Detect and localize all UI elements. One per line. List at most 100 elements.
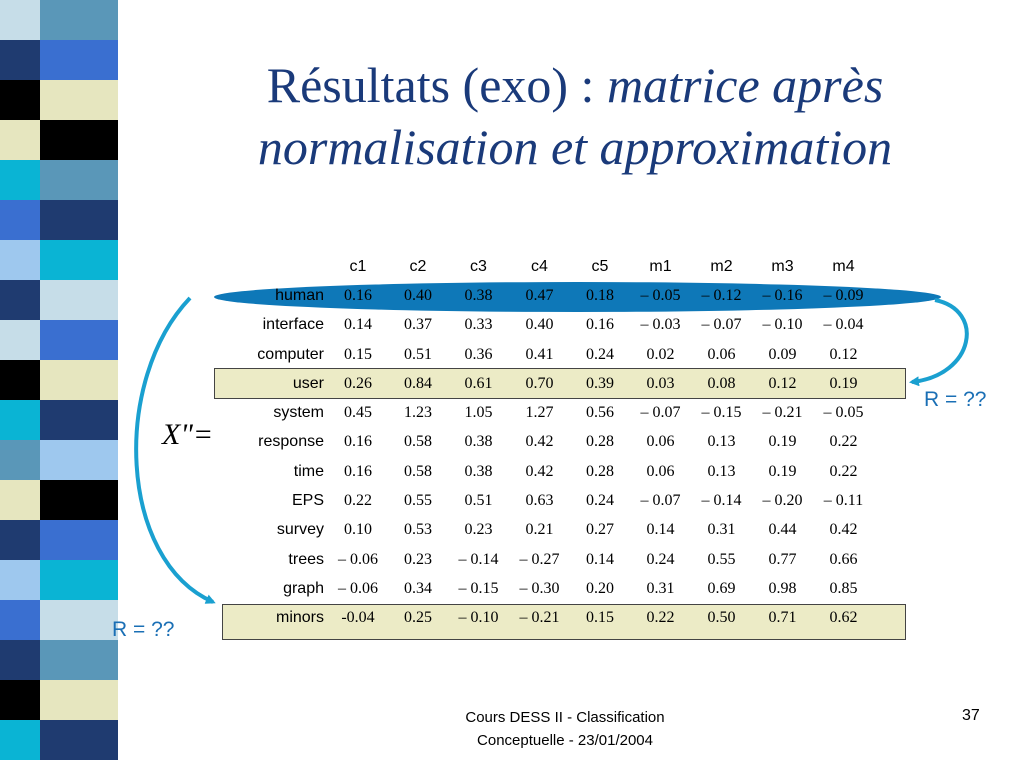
matrix-cell: 0.58 xyxy=(404,462,432,480)
column-header: m3 xyxy=(771,257,794,275)
matrix-cell: 0.16 xyxy=(344,433,372,451)
corner-cell xyxy=(226,252,328,281)
stripe-block xyxy=(40,80,118,120)
row-label: interface xyxy=(262,316,324,334)
table-row-graph: graph – 0.06 0.34 – 0.15 – 0.30 0.20 0.31 0.69 0… xyxy=(226,574,874,603)
arrow-right-icon xyxy=(909,298,969,387)
matrix-cell: 0.66 xyxy=(829,550,858,568)
matrix-cell: 0.45 xyxy=(344,404,372,422)
stripe-block xyxy=(0,240,40,280)
row-label: human xyxy=(275,286,324,304)
matrix-cell: – 0.21 xyxy=(762,404,803,422)
matrix-cell: 0.02 xyxy=(646,345,675,363)
matrix-cell: 0.63 xyxy=(525,492,554,510)
matrix-cell: 0.55 xyxy=(707,550,736,568)
matrix-cell: 0.28 xyxy=(586,462,614,480)
stripe-block xyxy=(0,320,40,360)
column-header: m1 xyxy=(649,257,672,275)
matrix-cell: 0.08 xyxy=(707,374,736,392)
matrix-cell: 0.53 xyxy=(404,521,432,539)
column-header: c1 xyxy=(349,257,367,275)
stripe-block xyxy=(40,400,118,440)
stripe-block xyxy=(0,0,40,40)
matrix-cell: – 0.11 xyxy=(823,492,864,510)
column-header: c5 xyxy=(591,257,609,275)
matrix-cell: 0.58 xyxy=(404,433,432,451)
column-header: m2 xyxy=(710,257,733,275)
matrix-cell: 0.22 xyxy=(829,433,858,451)
stripe-block xyxy=(40,720,118,760)
matrix-cell: 0.71 xyxy=(768,609,797,627)
matrix-cell: – 0.05 xyxy=(823,404,864,422)
stripe-block xyxy=(40,280,118,320)
matrix-cell: 0.40 xyxy=(525,316,554,334)
stripe-block xyxy=(0,480,40,520)
stripe-block xyxy=(40,480,118,520)
matrix-cell: 0.06 xyxy=(707,345,736,363)
table-row-user: user 0.26 0.84 0.61 0.70 0.39 0.03 0.08 0.12 0.19 xyxy=(226,369,874,398)
stripe-block xyxy=(0,560,40,600)
matrix-cell: 0.13 xyxy=(707,433,736,451)
matrix-cell: 0.47 xyxy=(525,286,554,304)
matrix-cell: 0.25 xyxy=(404,609,432,627)
matrix-cell: 0.85 xyxy=(829,579,858,597)
matrix-cell: 0.16 xyxy=(586,316,614,334)
row-highlight-user xyxy=(214,368,906,399)
matrix-cell: – 0.27 xyxy=(519,550,560,568)
stripe-block xyxy=(40,440,118,480)
matrix-cell: 1.23 xyxy=(404,404,432,422)
matrix-cell: – 0.05 xyxy=(640,286,681,304)
matrix-cell: – 0.06 xyxy=(338,550,378,568)
footer-caption: Cours DESS II - Classification Conceptue… xyxy=(390,706,740,752)
stripe-block xyxy=(0,280,40,320)
stripe-block xyxy=(40,520,118,560)
table-row-trees: trees – 0.06 0.23 – 0.14 – 0.27 0.14 0.24 0.55 0… xyxy=(226,545,874,574)
row-label: user xyxy=(292,374,324,392)
stripe-block xyxy=(0,120,40,160)
matrix-cell: 0.26 xyxy=(344,374,372,392)
table-row-eps: EPS 0.22 0.55 0.51 0.63 0.24 – 0.07 – 0.14 – 0.2… xyxy=(226,486,874,515)
stripe-block xyxy=(0,80,40,120)
matrix-cell: 0.22 xyxy=(829,462,858,480)
matrix-cell: 0.34 xyxy=(404,579,432,597)
matrix-cell: – 0.04 xyxy=(823,316,864,334)
matrix-cell: 0.51 xyxy=(464,492,493,510)
footer-line1: Cours DESS II - Classification xyxy=(465,709,665,726)
matrix-cell: – 0.16 xyxy=(762,286,803,304)
matrix-cell: 0.16 xyxy=(344,286,372,304)
matrix-cell: 0.06 xyxy=(646,433,675,451)
matrix-cell: 0.09 xyxy=(768,345,797,363)
matrix-cell: 0.18 xyxy=(586,286,614,304)
matrix-cell: 0.37 xyxy=(404,316,432,334)
title-italic-line2: normalisation et approximation xyxy=(257,119,893,175)
matrix-cell: 1.27 xyxy=(525,404,554,422)
table-row-time: time 0.16 0.58 0.38 0.42 0.28 0.06 0.13 0.19 0.22 xyxy=(226,457,874,486)
r-label-left: R = ?? xyxy=(112,618,175,641)
matrix-cell: 0.23 xyxy=(404,550,432,568)
matrix-cell: – 0.09 xyxy=(823,286,864,304)
matrix-cell: 0.42 xyxy=(525,462,554,480)
row-label: minors xyxy=(275,609,324,627)
slide-title: Résultats (exo) : matrice après normalis… xyxy=(140,54,1010,178)
stripe-block xyxy=(40,120,118,160)
stripe-block xyxy=(0,200,40,240)
row-label: survey xyxy=(276,521,324,539)
stripe-block xyxy=(40,200,118,240)
decorative-stripe xyxy=(0,0,118,768)
table-row-interface: interface 0.14 0.37 0.33 0.40 0.16 – 0.03 – 0.0… xyxy=(226,311,874,340)
matrix-cell: – 0.06 xyxy=(338,579,378,597)
row-label: computer xyxy=(257,345,324,363)
matrix-cell: 0.13 xyxy=(707,462,736,480)
matrix-cell: – 0.21 xyxy=(519,609,560,627)
matrix-cell: 0.19 xyxy=(768,433,797,451)
row-label: response xyxy=(258,433,324,451)
matrix-cell: 0.24 xyxy=(586,492,614,510)
matrix-cell: – 0.15 xyxy=(458,579,499,597)
matrix-cell: 0.03 xyxy=(646,374,675,392)
table-row-computer: computer 0.15 0.51 0.36 0.41 0.24 0.02 0.06 0.09… xyxy=(226,340,874,369)
page-number: 37 xyxy=(962,707,980,724)
stripe-block xyxy=(0,160,40,200)
matrix-cell: 0.39 xyxy=(586,374,614,392)
matrix-cell: 0.19 xyxy=(768,462,797,480)
table-row-human: human 0.16 0.40 0.38 0.47 0.18 – 0.05 – 0.12 – 0… xyxy=(226,281,874,310)
